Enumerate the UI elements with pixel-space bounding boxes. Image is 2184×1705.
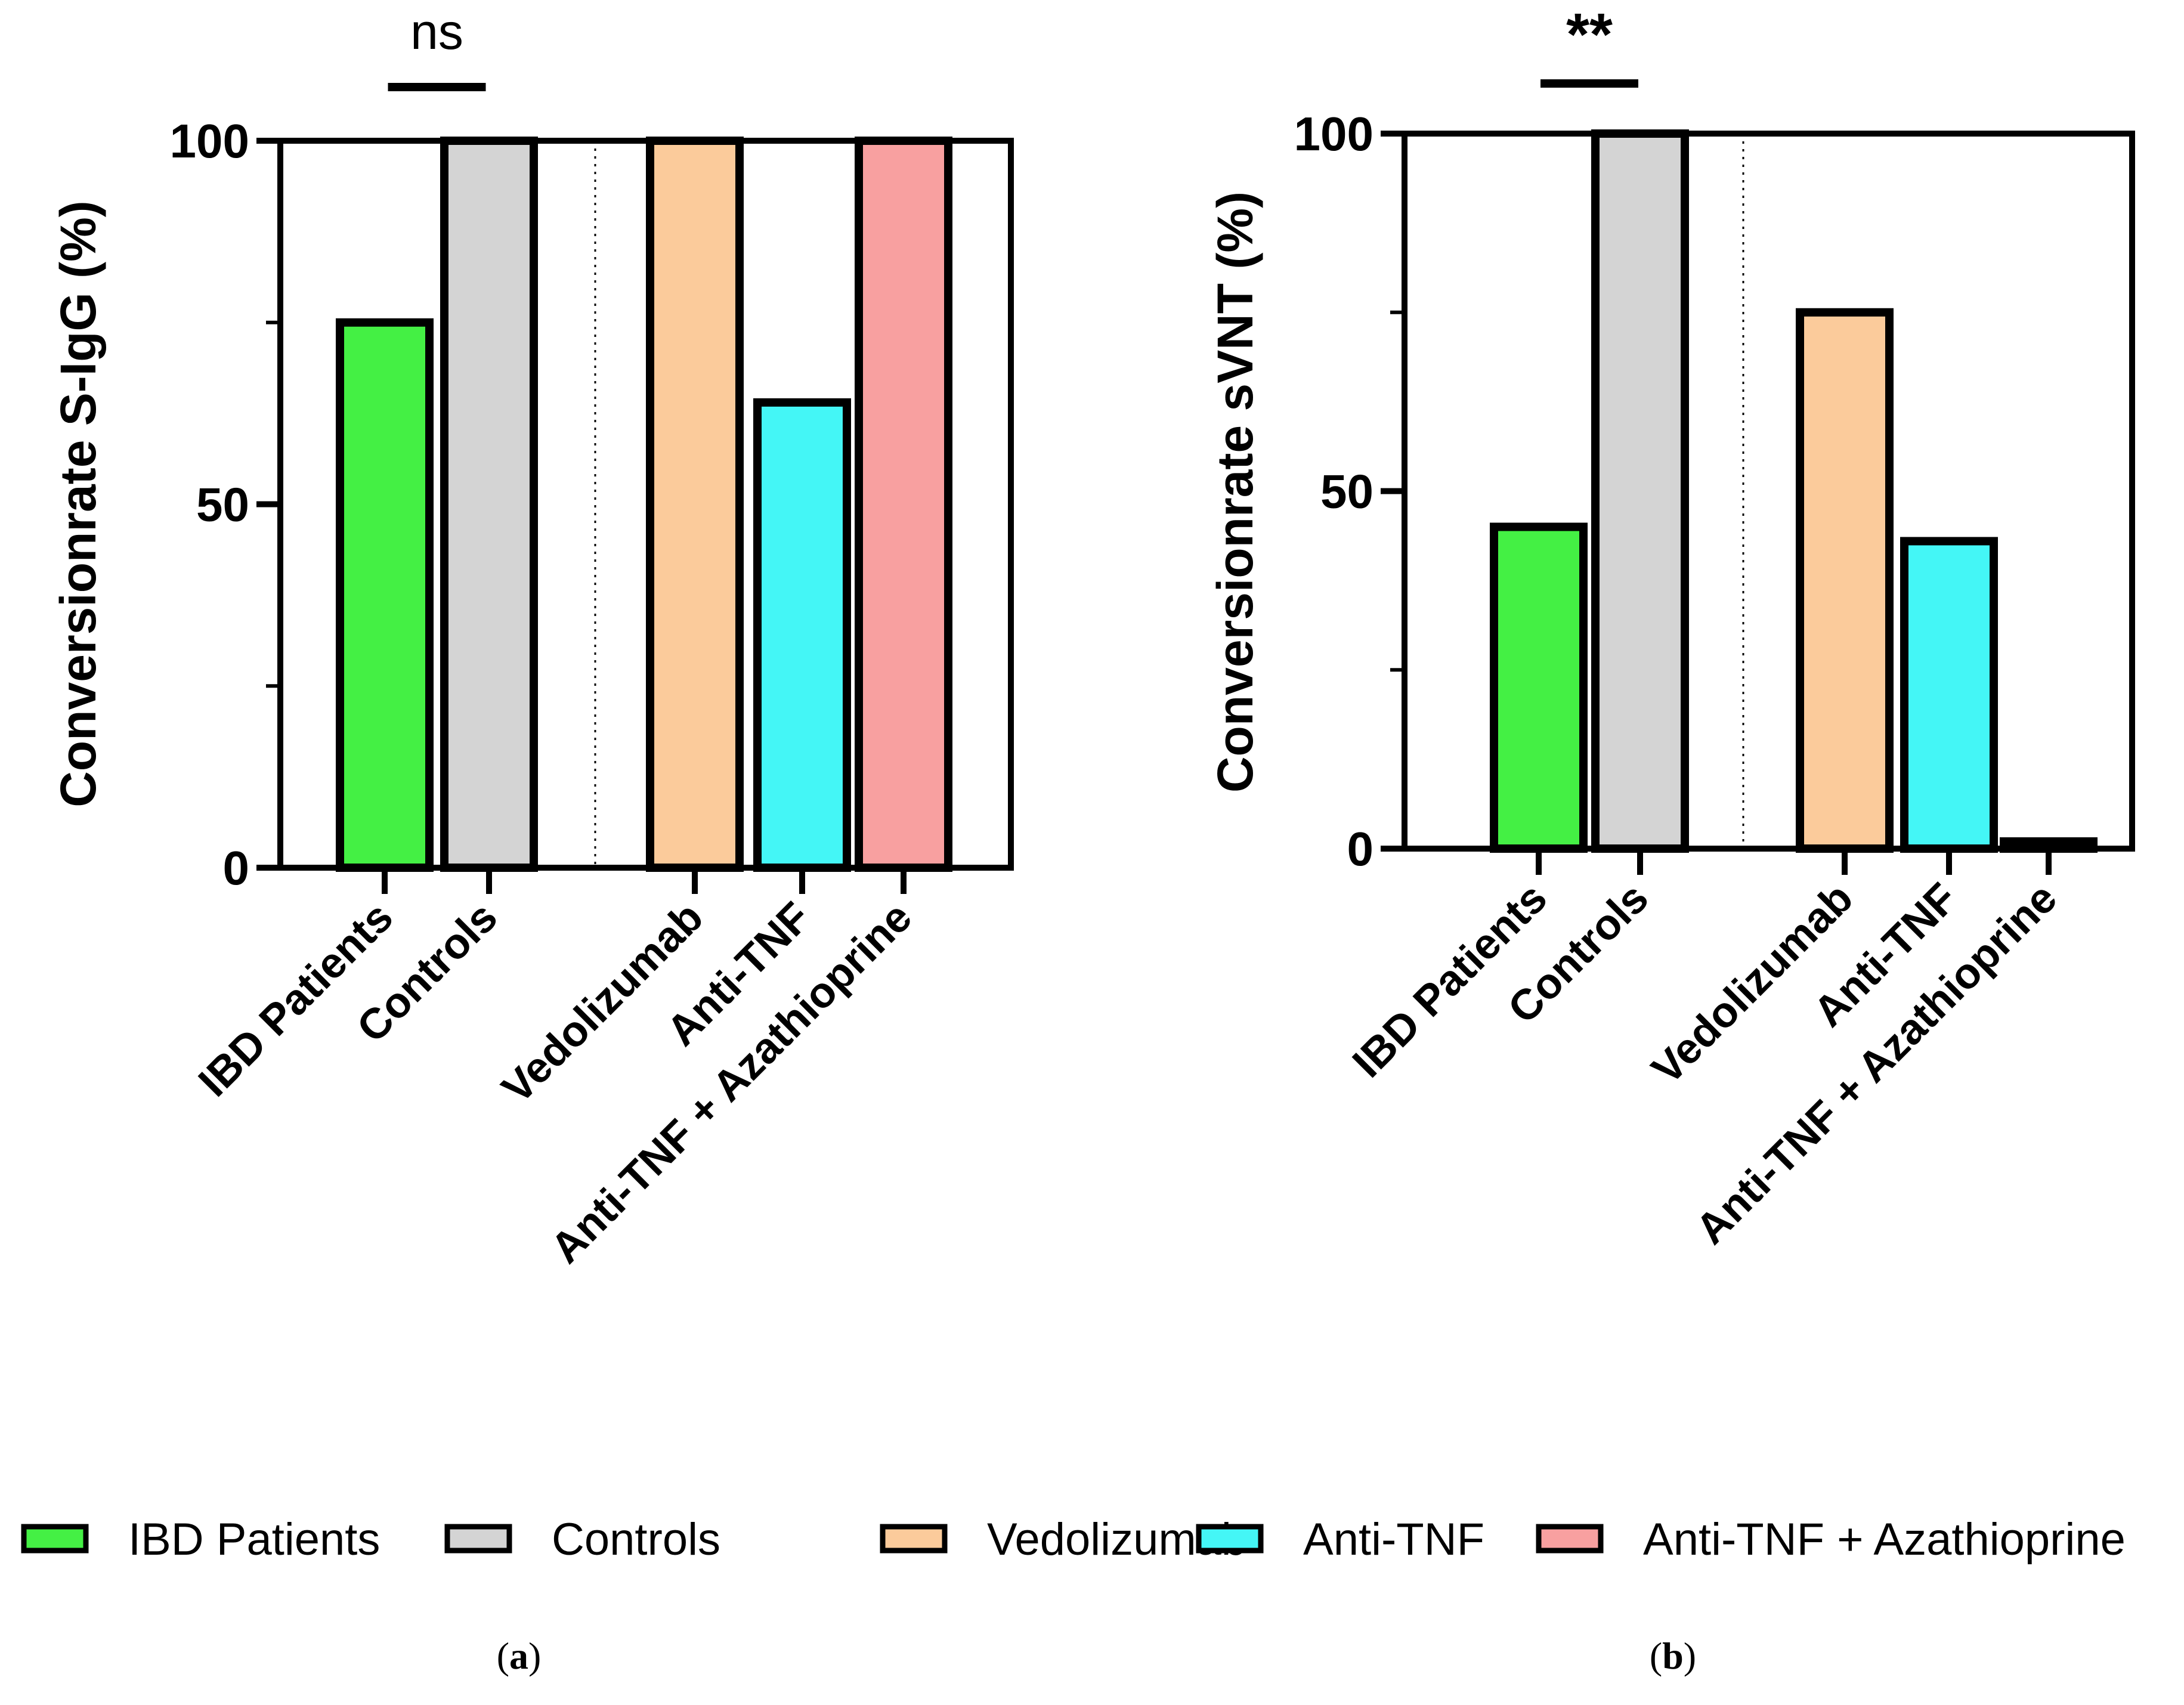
legend-item-controls: Controls	[444, 1514, 720, 1565]
legend-swatch	[444, 1524, 512, 1554]
legend-item-anti-tnf: Anti-TNF	[1196, 1514, 1484, 1565]
legend-label: IBD Patients	[128, 1514, 380, 1565]
panel-caption-b: (b)	[1650, 1635, 1696, 1677]
y-axis-title: Conversionrate S-IgG (%)	[50, 200, 106, 807]
y-axis-title: Conversionrate sVNT (%)	[1207, 191, 1263, 793]
y-tick-label: 100	[170, 115, 249, 168]
panel-captions: (a) (b)	[497, 1635, 1696, 1677]
legend: IBD Patients Controls Vedolizumab Anti-TNF A…	[21, 1514, 2126, 1565]
legend-item-ibd-patients: IBD Patients	[21, 1514, 380, 1565]
legend-label: Controls	[552, 1514, 720, 1565]
y-tick-label: 0	[223, 841, 250, 895]
legend-swatch	[880, 1524, 948, 1554]
bar-ibd-patients	[336, 318, 434, 872]
panel-caption-a: (a)	[497, 1635, 542, 1677]
y-tick-label: 100	[1294, 107, 1373, 160]
y-tick-label: 50	[1320, 465, 1373, 518]
legend-swatch	[21, 1524, 89, 1554]
legend-label: Anti-TNF	[1303, 1514, 1484, 1565]
legend-label: Anti-TNF + Azathioprine	[1643, 1514, 2126, 1565]
bar-anti-tnf	[1900, 537, 1998, 853]
bar-controls	[1591, 129, 1689, 853]
bar-vedolizumab	[646, 137, 744, 872]
significance-label: ns	[410, 4, 463, 60]
legend-item-vedolizumab: Vedolizumab	[880, 1514, 1246, 1565]
legend-swatch	[1196, 1524, 1264, 1554]
significance-label: **	[1566, 1, 1613, 68]
bar-anti-tnf-azathioprine	[855, 137, 952, 872]
bar-vedolizumab	[1796, 308, 1894, 853]
legend-item-anti-tnf-azathioprine: Anti-TNF + Azathioprine	[1536, 1514, 2126, 1565]
y-tick-label: 50	[196, 478, 249, 531]
bar-controls	[440, 137, 538, 872]
bar-anti-tnf	[753, 398, 851, 872]
bar-ibd-patients	[1490, 522, 1588, 853]
legend-swatch	[1536, 1524, 1604, 1554]
y-tick-label: 0	[1347, 822, 1374, 875]
